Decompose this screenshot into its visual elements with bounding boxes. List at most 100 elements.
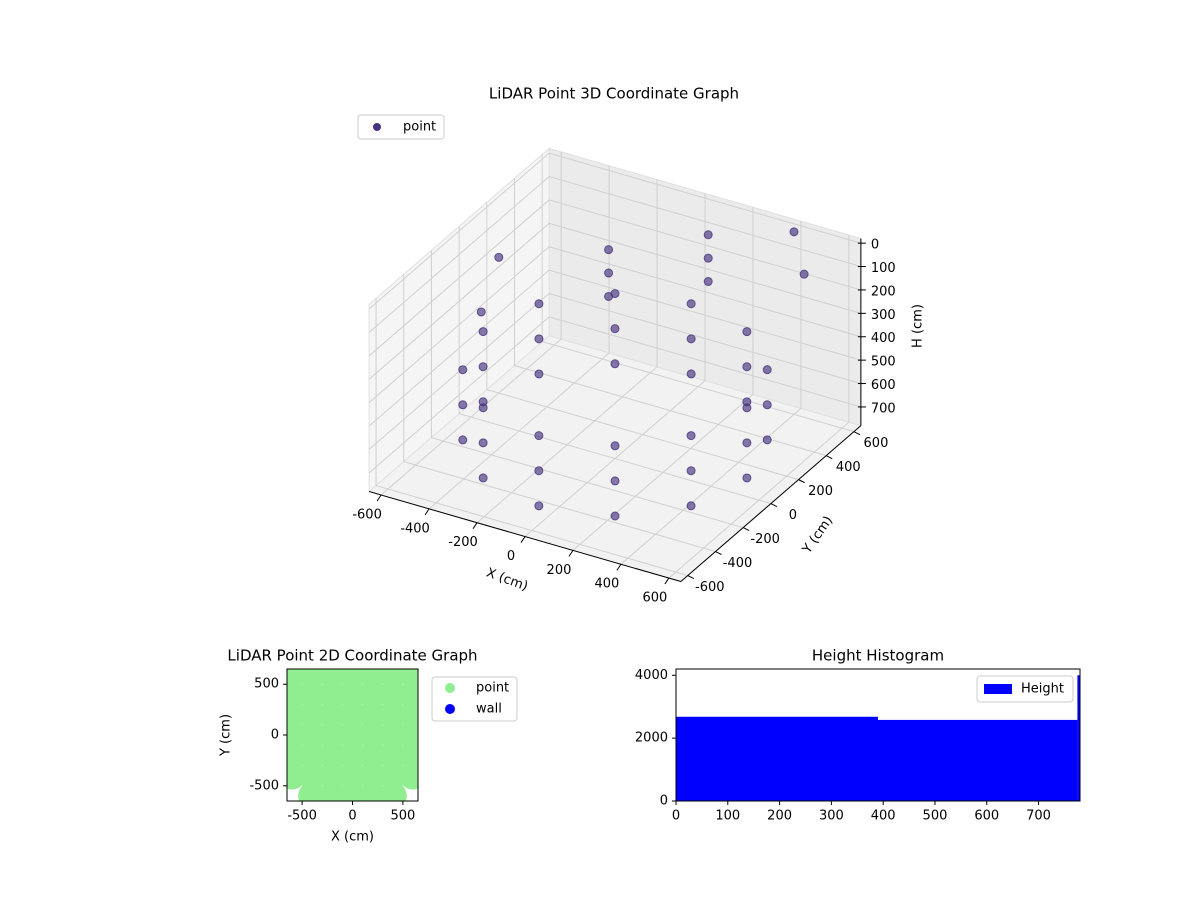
point — [318, 741, 347, 770]
x-tick-label: 0 — [348, 809, 356, 824]
point — [318, 761, 347, 790]
grid-line — [403, 274, 716, 553]
grid-line — [514, 178, 827, 457]
y-tick — [687, 575, 695, 579]
point — [703, 253, 713, 263]
x-tick-label: -500 — [287, 809, 317, 824]
z-tick-label: 300 — [871, 308, 896, 323]
y-tick-label: 2000 — [635, 731, 668, 746]
z-tick-label: 700 — [871, 401, 896, 416]
point — [686, 466, 696, 476]
point — [534, 466, 544, 476]
x-tick-label: 200 — [767, 809, 792, 824]
legend-marker — [445, 683, 455, 693]
z-tick-label: 200 — [871, 284, 896, 299]
point — [799, 269, 809, 279]
point — [478, 438, 488, 448]
legend-label: wall — [476, 702, 502, 717]
x-axis — [368, 491, 682, 583]
grid-line — [486, 202, 799, 481]
point — [378, 761, 407, 790]
point — [478, 397, 488, 407]
bar — [1077, 675, 1080, 801]
point — [398, 669, 418, 689]
point — [458, 400, 468, 410]
grid-line — [368, 152, 862, 310]
z-tick-label: 400 — [871, 331, 896, 346]
point — [789, 227, 799, 237]
point — [604, 245, 614, 255]
point — [458, 365, 468, 375]
point — [686, 431, 696, 441]
x-tick-label: 300 — [819, 809, 844, 824]
y-tick — [826, 455, 833, 460]
x-tick-label: 100 — [715, 809, 740, 824]
legend-marker — [445, 704, 455, 714]
point — [338, 721, 367, 749]
plot-area — [287, 669, 418, 801]
z-tick-label: 600 — [871, 378, 896, 393]
point — [742, 397, 752, 407]
y-tick — [798, 479, 805, 484]
point — [610, 511, 620, 521]
x-tick — [568, 550, 574, 557]
y-tick-label: -600 — [695, 580, 725, 595]
x-tick — [424, 508, 430, 516]
x-tick-label: 200 — [547, 563, 572, 578]
point — [358, 741, 387, 770]
x-tick-label: 0 — [507, 549, 515, 564]
z-axis-label: H (cm) — [911, 304, 926, 348]
point — [610, 359, 620, 369]
point — [298, 721, 327, 749]
point — [762, 435, 772, 445]
z-tick-label: 100 — [871, 261, 896, 276]
point — [358, 680, 387, 709]
point — [534, 431, 544, 441]
y-tick-label: 0 — [789, 508, 797, 523]
point — [378, 721, 407, 749]
point — [298, 761, 327, 790]
y-tick-label: 500 — [254, 677, 279, 692]
legend-box — [357, 114, 445, 140]
grid-line — [368, 316, 862, 474]
point — [478, 327, 488, 337]
point — [686, 299, 696, 309]
point — [762, 365, 772, 375]
point — [338, 680, 367, 709]
chart-title: LiDAR Point 3D Coordinate Graph — [489, 85, 739, 103]
legend-label: Height — [1021, 682, 1064, 697]
x-tick-label: 500 — [390, 809, 415, 824]
axes-frame — [675, 668, 1081, 802]
grid-line — [368, 175, 862, 333]
grid-line — [458, 226, 772, 505]
legend-marker — [373, 123, 381, 131]
point — [338, 761, 367, 790]
y-axis — [680, 425, 862, 582]
point — [358, 700, 387, 729]
grid-line — [368, 222, 862, 380]
legend-label: point — [476, 681, 509, 696]
x-tick-label: 700 — [1026, 809, 1051, 824]
grid-line — [375, 298, 688, 577]
point — [494, 252, 504, 262]
y-tick — [742, 527, 750, 532]
grid-line — [428, 165, 610, 510]
y-tick — [770, 503, 778, 508]
point — [338, 741, 367, 770]
point — [338, 700, 367, 729]
grid-line — [620, 221, 802, 565]
point — [378, 700, 407, 729]
point — [298, 680, 327, 709]
point — [318, 680, 347, 709]
point — [534, 299, 544, 309]
point — [610, 324, 620, 334]
point — [604, 291, 614, 301]
x-tick-label: -200 — [448, 535, 478, 550]
y-tick-label: 200 — [808, 484, 833, 499]
y-tick-label: 4000 — [635, 668, 668, 683]
chart-title: LiDAR Point 2D Coordinate Graph — [227, 647, 477, 665]
point — [610, 441, 620, 451]
point — [686, 501, 696, 511]
point — [610, 476, 620, 486]
point — [703, 230, 713, 240]
